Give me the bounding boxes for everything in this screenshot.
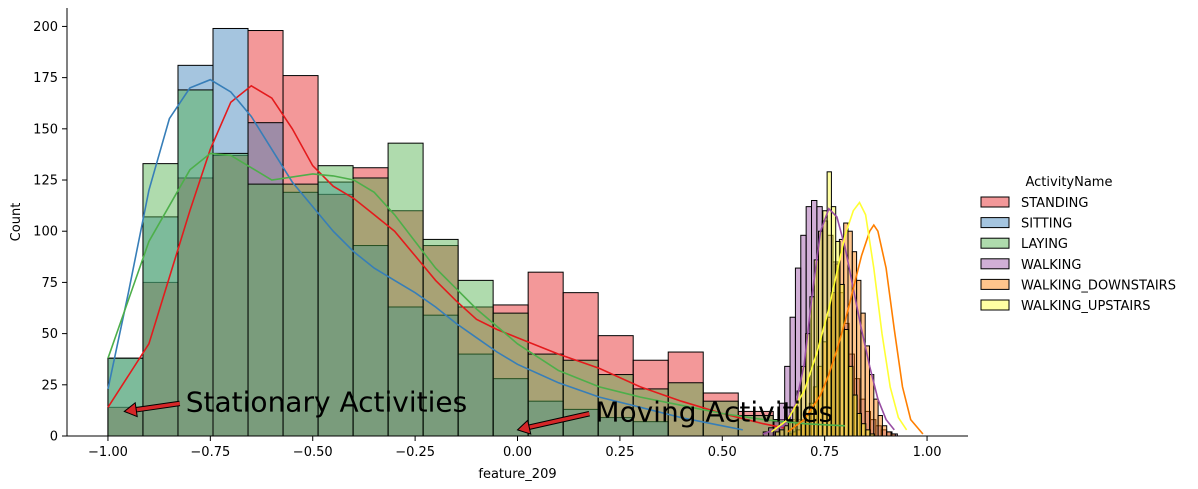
- y-tick-label: 125: [33, 174, 58, 189]
- histogram-bar: [856, 412, 863, 437]
- y-axis-label: Count: [9, 203, 24, 242]
- histogram-bar: [492, 312, 529, 437]
- histogram-bar: [852, 394, 858, 437]
- annotation-text: Stationary Activities: [186, 385, 467, 418]
- legend-entry: SITTING: [1021, 217, 1072, 232]
- y-tick-label: 75: [41, 276, 58, 291]
- histogram-bar: [865, 429, 871, 437]
- legend-swatch: [980, 299, 1010, 311]
- kde-line: [107, 152, 846, 427]
- annotation-arrowhead: [123, 401, 138, 418]
- kde-line: [787, 223, 924, 435]
- histogram-bar: [869, 374, 875, 437]
- histogram-bar: [247, 122, 284, 437]
- histogram-bar: [886, 431, 892, 437]
- legend-swatch: [980, 196, 1010, 208]
- legend-entry: WALKING: [1021, 258, 1081, 273]
- histogram-bar: [212, 152, 249, 437]
- y-tick-label: 25: [41, 378, 58, 393]
- legend-entry: LAYING: [1021, 237, 1068, 252]
- histogram-bar: [848, 365, 854, 437]
- histogram-bar: [212, 154, 249, 437]
- histogram-bar: [843, 329, 850, 437]
- histogram-bar: [107, 357, 144, 437]
- y-tick-label: 150: [33, 122, 58, 137]
- kde-line: [770, 200, 908, 433]
- legend-swatch: [980, 258, 1010, 270]
- histogram-bar: [142, 163, 179, 437]
- annotation-arrow: [528, 411, 590, 429]
- annotation-arrowhead: [516, 419, 532, 435]
- kde-line: [762, 207, 895, 435]
- histogram-bar: [861, 423, 867, 437]
- x-tick-label: −0.25: [395, 445, 435, 460]
- x-tick-label: 0.25: [605, 445, 634, 460]
- histogram-bar: [177, 177, 214, 437]
- legend-title: ActivityName: [1026, 175, 1113, 190]
- histogram-bar: [562, 359, 599, 437]
- histogram-bar: [317, 181, 354, 437]
- legend-swatch: [980, 278, 1010, 290]
- y-tick-label: 200: [33, 20, 58, 35]
- y-tick-label: 175: [33, 71, 58, 86]
- x-tick-label: −0.50: [293, 445, 333, 460]
- annotation-text: Moving Activities: [595, 396, 833, 429]
- histogram-bar: [562, 292, 599, 437]
- legend-swatch: [980, 217, 1010, 229]
- y-tick-label: 50: [41, 327, 58, 342]
- histogram-bar: [702, 400, 739, 437]
- histogram-bar: [422, 314, 459, 437]
- histogram-bar: [779, 429, 785, 437]
- x-axis-label: feature_209: [478, 467, 556, 482]
- histogram-bar: [422, 245, 459, 437]
- x-tick-label: 0.50: [708, 445, 737, 460]
- histogram-bar: [142, 216, 179, 437]
- histogram-bar: [177, 89, 214, 437]
- legend-entry: WALKING_DOWNSTAIRS: [1021, 278, 1176, 293]
- histogram-bar: [177, 64, 214, 437]
- kde-line: [107, 78, 743, 431]
- kde-line: [107, 84, 784, 429]
- histogram-bar: [775, 431, 781, 437]
- x-tick-label: 0.00: [503, 445, 532, 460]
- legend-swatch: [980, 237, 1010, 249]
- histogram-bar: [492, 304, 529, 437]
- histogram-bar: [881, 425, 888, 437]
- histogram-bar: [877, 415, 883, 437]
- y-tick-label: 100: [33, 225, 58, 240]
- legend-entry: WALKING_UPSTAIRS: [1021, 299, 1151, 314]
- x-tick-label: 0.75: [810, 445, 839, 460]
- legend-entry: STANDING: [1021, 196, 1088, 211]
- x-tick-label: 1.00: [913, 445, 942, 460]
- histogram-bar: [839, 283, 845, 437]
- annotation-arrow: [135, 401, 181, 412]
- x-tick-label: −0.75: [190, 445, 230, 460]
- histogram-bar: [282, 183, 319, 437]
- histogram-bar: [873, 398, 879, 437]
- x-tick-label: −1.00: [88, 445, 128, 460]
- histogram-bar: [667, 382, 704, 437]
- histogram-bar: [212, 27, 249, 437]
- y-tick-label: 0: [50, 430, 58, 445]
- histogram-bar: [457, 353, 494, 437]
